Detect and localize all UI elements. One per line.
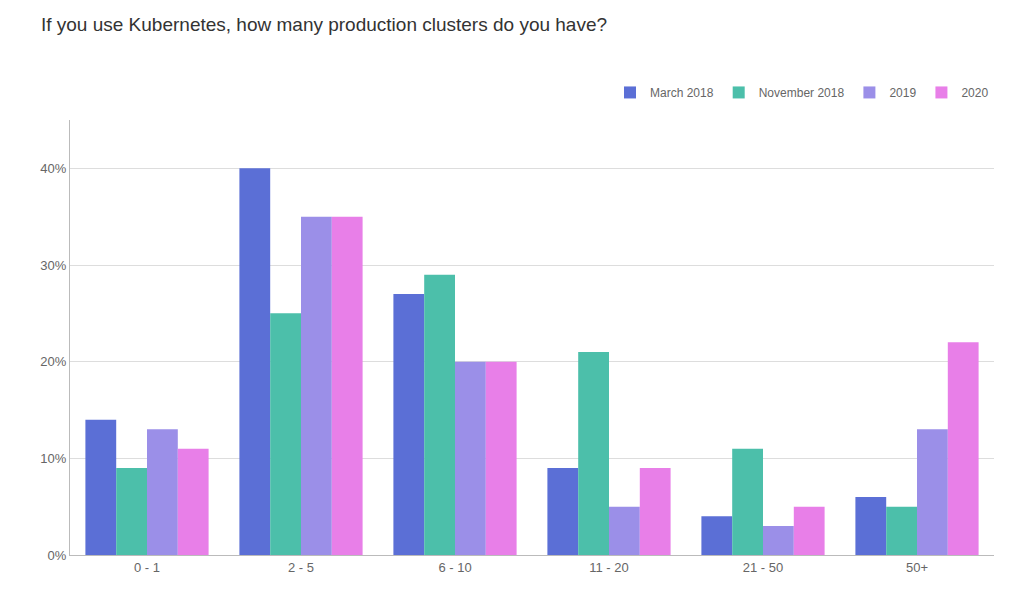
svg-text:11 - 20: 11 - 20 (589, 560, 629, 575)
svg-text:40%: 40% (40, 161, 66, 176)
svg-text:0 - 1: 0 - 1 (134, 560, 160, 575)
svg-text:2020: 2020 (961, 86, 988, 100)
svg-text:2019: 2019 (889, 86, 916, 100)
svg-text:If you use Kubernetes, how man: If you use Kubernetes, how many producti… (41, 14, 607, 35)
svg-text:0%: 0% (48, 548, 67, 563)
svg-text:20%: 20% (40, 354, 66, 369)
svg-text:March 2018: March 2018 (650, 86, 714, 100)
svg-text:50+: 50+ (906, 560, 928, 575)
svg-text:30%: 30% (40, 258, 66, 273)
svg-text:November 2018: November 2018 (759, 86, 845, 100)
svg-text:10%: 10% (40, 451, 66, 466)
svg-text:21 - 50: 21 - 50 (743, 560, 783, 575)
svg-text:6 - 10: 6 - 10 (438, 560, 471, 575)
svg-text:2 - 5: 2 - 5 (288, 560, 314, 575)
